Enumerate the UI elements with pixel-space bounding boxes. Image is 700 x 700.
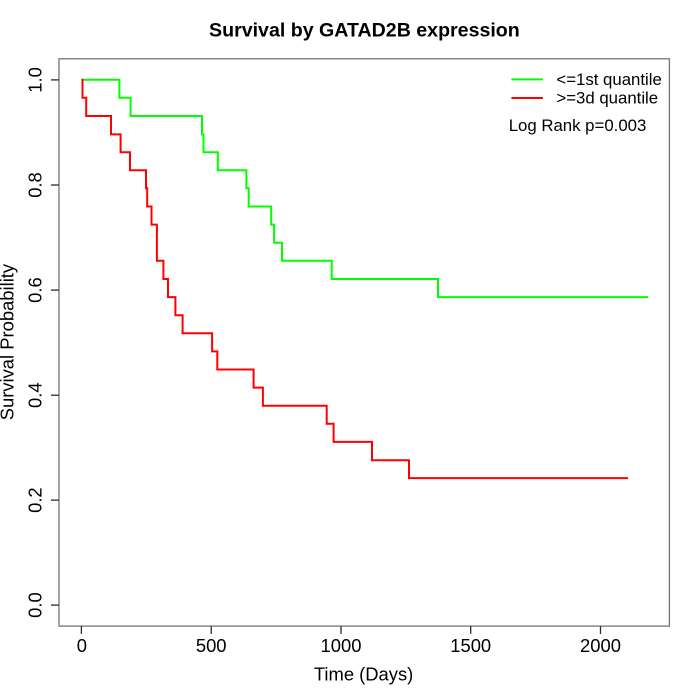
svg-text:0.2: 0.2 [24,487,45,513]
svg-text:500: 500 [196,635,227,656]
svg-text:Survival Probability: Survival Probability [0,263,17,420]
svg-text:1500: 1500 [450,635,491,656]
svg-text:1.0: 1.0 [24,67,45,93]
svg-text:1000: 1000 [321,635,362,656]
svg-text:Survival by GATAD2B expression: Survival by GATAD2B expression [209,19,520,41]
svg-text:0.8: 0.8 [24,172,45,198]
svg-text:>=3d quantile: >=3d quantile [556,89,658,108]
svg-text:0.0: 0.0 [24,592,45,618]
svg-text:Log Rank p=0.003: Log Rank p=0.003 [509,116,647,135]
svg-text:0.6: 0.6 [24,277,45,303]
svg-text:2000: 2000 [580,635,621,656]
svg-text:<=1st quantile: <=1st quantile [556,70,661,89]
svg-text:0: 0 [77,635,87,656]
svg-text:0.4: 0.4 [24,382,45,408]
svg-text:Time (Days): Time (Days) [314,664,413,685]
